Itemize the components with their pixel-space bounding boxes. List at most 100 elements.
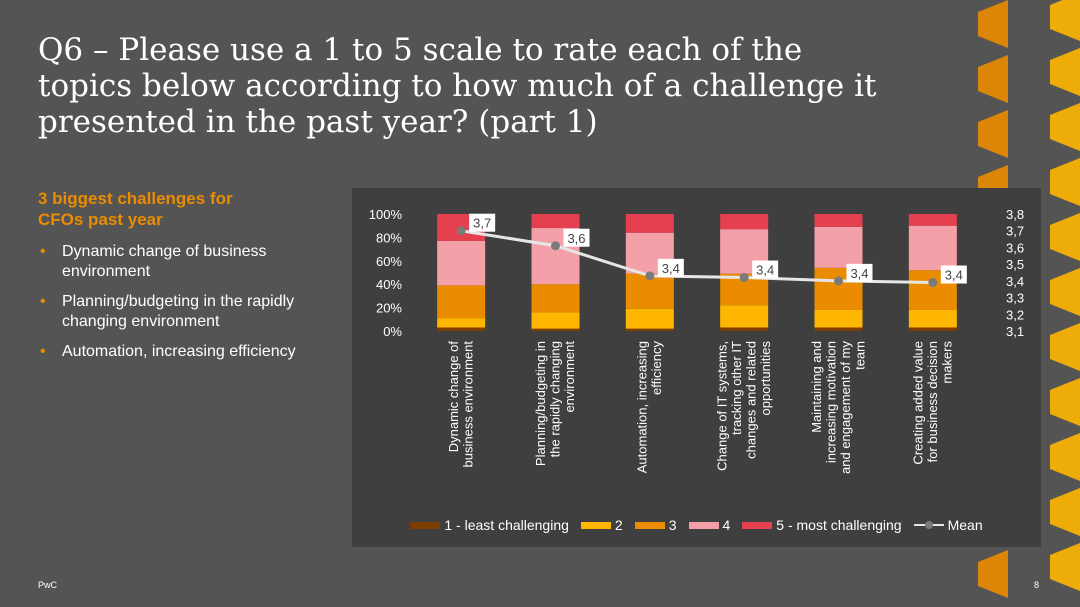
y-left-tick-label: 20% xyxy=(376,301,402,316)
mean-point xyxy=(456,226,466,236)
y-right-tick-label: 3,8 xyxy=(1006,207,1024,222)
bar-segment xyxy=(531,214,580,229)
stacked-bar-chart: 0% 20% 40% 60% 80% 100% 3,1 3,23,3 3,4 3,5 3,63,7 3… xyxy=(369,207,1024,474)
category-label: Creating added valuefor business decisio… xyxy=(910,341,954,465)
bar-segment xyxy=(625,214,674,233)
legend-label: Mean xyxy=(947,517,983,533)
decor-chevron xyxy=(1050,103,1080,151)
bar-segment xyxy=(531,328,580,331)
bar-segment xyxy=(814,327,863,331)
bullet-icon: • xyxy=(40,293,46,310)
decor-chevron xyxy=(1050,323,1080,371)
y-right-tick-label: 3,6 xyxy=(1006,240,1024,255)
category-label-group: Change of IT systems,tracking other ITch… xyxy=(714,341,773,471)
challenge-item-text: Automation, increasing efficiency xyxy=(62,343,296,360)
mean-label-box xyxy=(469,213,496,232)
y-left-tick-label: 60% xyxy=(376,254,402,269)
bar-segment xyxy=(814,226,863,268)
bar-segment xyxy=(437,240,486,286)
mean-label-box xyxy=(752,260,779,279)
page-number: 8 xyxy=(1034,580,1040,590)
decor-chevron xyxy=(978,55,1008,103)
mean-point xyxy=(928,278,938,288)
legend-swatch xyxy=(580,521,611,529)
category-label-group: Automation, increasingefficiency xyxy=(635,341,665,474)
y-right-tick-label: 3,3 xyxy=(1006,291,1024,306)
decor-chevron xyxy=(978,110,1008,158)
footer-brand: PwC xyxy=(38,580,58,590)
mean-label-box xyxy=(846,263,873,282)
challenge-item: • Planning/budgeting in the rapidly chang… xyxy=(38,292,338,332)
bar-segment xyxy=(437,327,486,331)
bar-segment xyxy=(720,305,769,328)
legend-swatch xyxy=(688,521,719,529)
legend-label: 2 xyxy=(614,517,623,533)
mean-point xyxy=(739,273,749,283)
decor-chevron xyxy=(1050,378,1080,426)
bar-segment xyxy=(531,312,580,329)
legend-item: 5 - most challenging xyxy=(742,517,902,533)
challenge-item: • Automation, increasing efficiency xyxy=(38,342,338,362)
legend-item: 4 xyxy=(688,517,731,533)
mean-label-box xyxy=(657,258,684,277)
decor-chevron xyxy=(1050,433,1080,481)
category-label: Maintaining andincreasing motivationand … xyxy=(809,341,868,474)
legend-label: 4 xyxy=(722,517,731,533)
category-label: Planning/budgeting inthe rapidly changin… xyxy=(533,341,577,466)
y-left-tick-label: 100% xyxy=(369,207,403,222)
legend-item: 1 - least challenging xyxy=(410,517,569,533)
mean-data-label: 3,4 xyxy=(662,261,680,276)
challenge-item-text: Dynamic change of business environment xyxy=(62,243,267,280)
slide-title: Q6 – Please use a 1 to 5 scale to rate e… xyxy=(38,32,877,140)
legend-item: 2 xyxy=(580,517,623,533)
sidebar-heading: 3 biggest challenges for CFOs past year xyxy=(38,189,233,229)
challenge-item: • Dynamic change of business environment xyxy=(38,242,338,282)
mean-label-box xyxy=(563,228,590,247)
decor-chevron xyxy=(1050,48,1080,96)
mean-data-label: 3,4 xyxy=(945,268,963,283)
decor-chevron xyxy=(1050,0,1080,41)
category-label: Change of IT systems,tracking other ITch… xyxy=(714,341,773,471)
category-label-group: Dynamic change ofbusiness environment xyxy=(446,341,476,468)
y-right-tick-label: 3,7 xyxy=(1006,224,1024,239)
y-left-tick-label: 80% xyxy=(376,230,402,245)
decor-chevron xyxy=(978,0,1008,48)
legend-item: 3 xyxy=(634,517,677,533)
challenge-list: • Dynamic change of business environment … xyxy=(38,242,338,362)
decor-chevron xyxy=(1050,488,1080,536)
bar-segment xyxy=(720,327,769,331)
chart-legend: 1 - least challenging 2 3 4 5 - most challen… xyxy=(352,514,1041,536)
category-label: Dynamic change ofbusiness environment xyxy=(446,341,476,468)
mean-point xyxy=(551,241,560,251)
bar-segment xyxy=(437,318,486,328)
legend-item: Mean xyxy=(913,517,983,533)
y-right-tick-label: 3,1 xyxy=(1006,324,1024,339)
bar-segment xyxy=(531,284,580,313)
bullet-icon: • xyxy=(40,243,46,260)
decor-chevron xyxy=(1050,213,1080,261)
bar-segment xyxy=(437,285,486,319)
y-left-tick-label: 0% xyxy=(383,324,402,339)
challenge-item-text: Planning/budgeting in the rapidly changi… xyxy=(62,293,295,330)
mean-data-label: 3,4 xyxy=(850,266,868,281)
bar-segment xyxy=(908,327,957,331)
mean-label-box xyxy=(940,265,967,284)
mean-data-label: 3,4 xyxy=(756,263,774,278)
bar-segment xyxy=(814,214,863,227)
bullet-icon: • xyxy=(40,343,46,360)
legend-label: 3 xyxy=(668,517,677,533)
y-left-tick-label: 40% xyxy=(376,277,402,292)
decor-chevron xyxy=(1050,158,1080,206)
bar-segment xyxy=(625,308,674,329)
legend-swatch xyxy=(634,521,665,529)
category-label: Automation, increasingefficiency xyxy=(635,341,665,474)
bar-segment xyxy=(908,225,957,271)
legend-label: 5 - most challenging xyxy=(776,517,902,533)
y-right-tick-label: 3,2 xyxy=(1006,307,1024,322)
sidebar: 3 biggest challenges for CFOs past year … xyxy=(38,188,338,372)
y-right-tick-label: 3,5 xyxy=(1006,257,1024,272)
legend-label: 1 - least challenging xyxy=(444,517,569,533)
category-label-group: Creating added valuefor business decisio… xyxy=(910,341,954,465)
bar-segment xyxy=(814,309,863,328)
decor-chevron xyxy=(978,550,1008,598)
